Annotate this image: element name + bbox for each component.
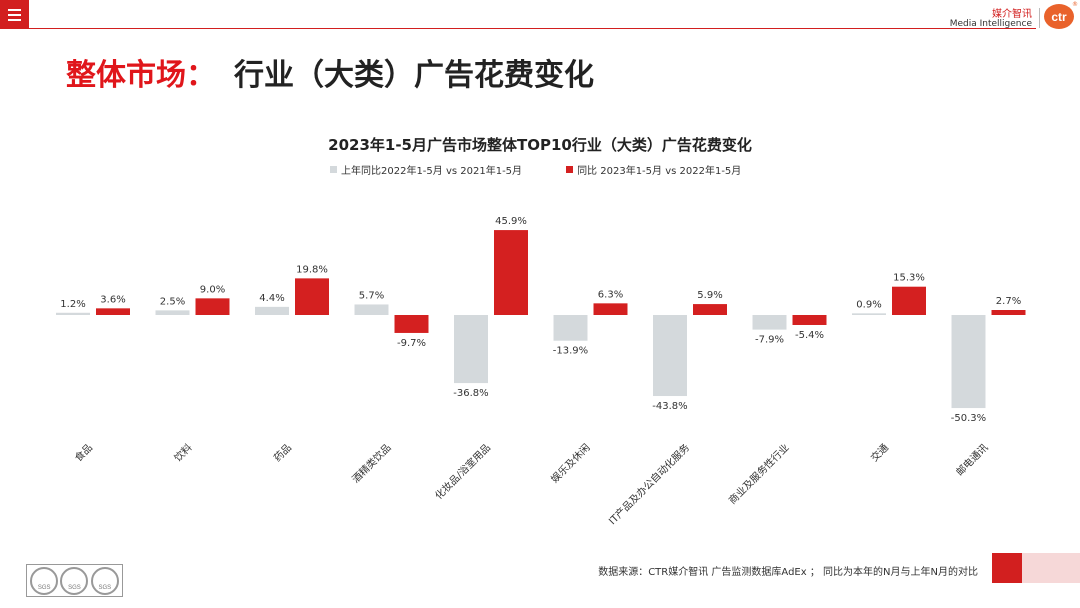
data-label-series2-1: 9.0%	[200, 284, 225, 295]
data-label-series2-4: 45.9%	[495, 216, 527, 227]
bar-series1-9	[951, 315, 986, 409]
header-divider	[29, 28, 1036, 29]
bar-series1-1	[155, 310, 190, 315]
certification-badges: SGS SGS SGS	[26, 564, 123, 597]
bar-series1-8	[852, 313, 886, 315]
menu-icon-bar	[8, 8, 21, 11]
bar-series2-4	[494, 230, 528, 315]
category-label-8: 交通	[868, 441, 891, 464]
sgs-badge-icon: SGS	[30, 566, 59, 595]
data-source-note: 数据来源：CTR媒介智讯 广告监测数据库AdEx ； 同比为本年的N月与上年N月…	[598, 567, 978, 578]
footer-accent-pink	[1022, 553, 1080, 583]
bar-series2-9	[991, 310, 1026, 315]
data-label-series1-6: -43.8%	[652, 401, 687, 412]
legend-item-series1: 上年同比2022年1-5月 vs 2021年1-5月	[330, 162, 522, 177]
bar-series2-0	[96, 308, 130, 315]
bar-chart: 1.2% 3.6% 食品 2.5% 9.0% 饮料 4.4% 19.8% 药品 5.7% -9.7%…	[56, 216, 1026, 527]
bar-series1-4	[454, 315, 488, 384]
data-label-series2-9: 2.7%	[996, 296, 1021, 307]
bar-series1-6	[653, 315, 687, 397]
bar-series2-1	[195, 298, 230, 315]
data-label-series2-2: 19.8%	[296, 264, 328, 275]
chart-legend: 上年同比2022年1-5月 vs 2021年1-5月 同比 2023年1-5月 …	[330, 162, 741, 177]
bar-series2-5	[593, 303, 628, 315]
bar-series2-6	[693, 304, 727, 315]
legend-label-series1: 上年同比2022年1-5月 vs 2021年1-5月	[341, 166, 523, 177]
category-label-3: 酒精类饮品	[349, 441, 394, 486]
data-label-series1-8: 0.9%	[856, 299, 881, 310]
bar-series2-8	[892, 286, 926, 315]
bar-series1-7	[752, 315, 787, 330]
chart-title: 2023年1-5月广告市场整体TOP10行业（大类）广告花费变化	[328, 136, 752, 154]
data-label-series1-7: -7.9%	[755, 335, 784, 346]
category-label-2: 药品	[271, 442, 294, 465]
bar-series2-2	[295, 278, 329, 315]
data-label-series1-0: 1.2%	[60, 299, 85, 310]
brand-text: 媒介智讯 Media Intelligence	[950, 9, 1032, 30]
category-label-5: 娱乐及休闲	[548, 441, 593, 486]
legend-swatch-series2	[566, 166, 574, 173]
page-title: 整体市场： 行业（大类）广告花费变化	[66, 50, 594, 94]
data-label-series1-4: -36.8%	[453, 388, 488, 399]
brand-en: Media Intelligence	[949, 19, 1032, 29]
legend-label-series2: 同比 2023年1-5月 vs 2022年1-5月	[577, 166, 742, 177]
bar-series2-3	[394, 315, 429, 333]
sgs-badge-icon: SGS	[90, 566, 119, 595]
page-title-main: 行业（大类）广告花费变化	[234, 58, 594, 93]
category-label-4: 化妆品/浴室用品	[432, 441, 493, 502]
category-label-6: IT产品及办公自动化服务	[606, 441, 692, 527]
bar-series1-5	[553, 315, 588, 341]
legend-swatch-series1	[330, 166, 337, 173]
data-label-series1-9: -50.3%	[951, 413, 986, 424]
page-title-prefix: 整体市场：	[66, 58, 216, 93]
category-label-0: 食品	[72, 441, 95, 464]
data-label-series2-8: 15.3%	[893, 273, 925, 284]
ctr-logo: ctr	[1044, 4, 1074, 29]
category-label-1: 饮料	[171, 441, 194, 464]
bar-series1-3	[354, 304, 389, 315]
data-label-series2-0: 3.6%	[100, 294, 125, 305]
data-label-series1-5: -13.9%	[553, 346, 588, 357]
bar-series2-7	[792, 315, 827, 325]
legend-item-series2: 同比 2023年1-5月 vs 2022年1-5月	[566, 162, 741, 177]
category-label-9: 邮电通讯	[953, 441, 990, 478]
bar-series1-2	[255, 306, 289, 315]
data-label-series2-3: -9.7%	[397, 338, 426, 349]
data-label-series1-2: 4.4%	[259, 293, 284, 304]
registered-mark: ®	[1072, 1, 1078, 8]
brand-separator	[1039, 8, 1040, 28]
sgs-badge-icon: SGS	[60, 566, 89, 595]
data-label-series1-3: 5.7%	[359, 290, 384, 301]
menu-icon-bar	[8, 18, 21, 21]
menu-icon-bar	[8, 13, 21, 16]
data-label-series2-6: 5.9%	[697, 290, 722, 301]
menu-button[interactable]	[0, 0, 29, 29]
footer-accent-red	[992, 553, 1022, 583]
data-label-series2-7: -5.4%	[795, 330, 824, 341]
bar-series1-0	[56, 312, 90, 315]
category-label-7: 商业及服务性行业	[726, 441, 792, 507]
data-label-series1-1: 2.5%	[160, 296, 185, 307]
brand-cn: 媒介智讯	[992, 9, 1032, 20]
data-label-series2-5: 6.3%	[598, 289, 623, 300]
